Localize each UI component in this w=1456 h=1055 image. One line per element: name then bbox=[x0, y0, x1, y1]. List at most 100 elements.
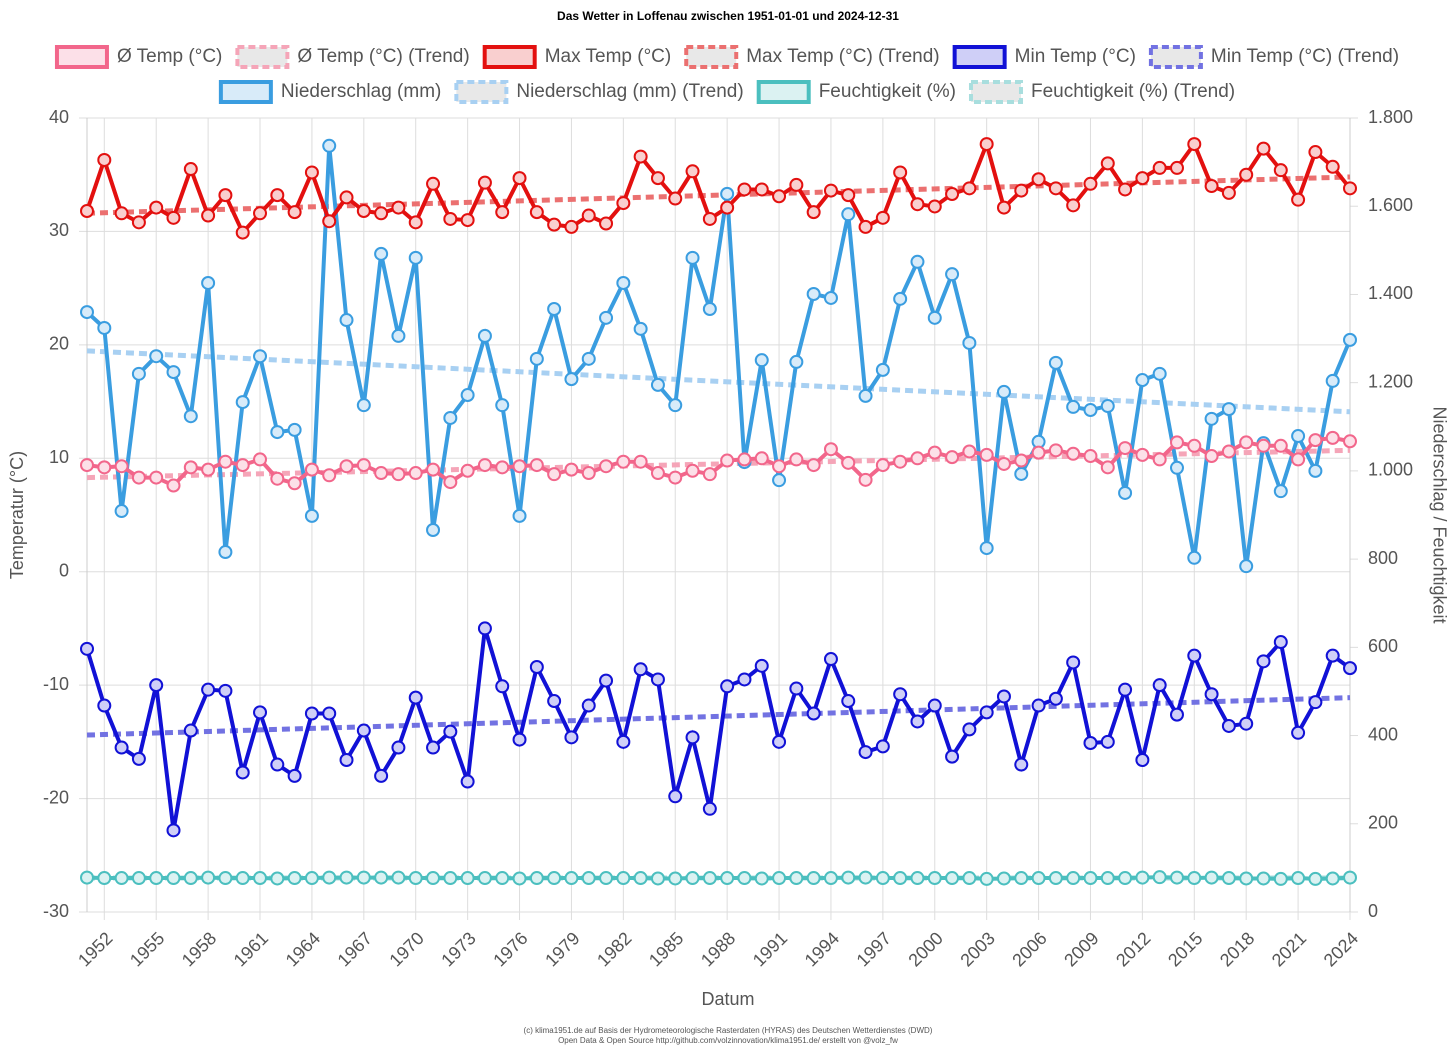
data-point bbox=[668, 871, 683, 886]
data-point bbox=[1118, 682, 1133, 697]
data-point bbox=[166, 210, 181, 225]
data-point bbox=[304, 871, 319, 886]
data-point bbox=[1066, 655, 1081, 670]
series bbox=[80, 430, 1357, 493]
data-point bbox=[426, 871, 441, 886]
data-point bbox=[408, 215, 423, 230]
data-point bbox=[547, 302, 562, 317]
data-point bbox=[996, 871, 1011, 886]
data-point bbox=[875, 210, 890, 225]
legend-item[interactable]: Niederschlag (mm) bbox=[218, 80, 441, 104]
data-point bbox=[1083, 449, 1098, 464]
data-point bbox=[564, 730, 579, 745]
y2-tick-label: 1.800 bbox=[1368, 107, 1413, 127]
data-point bbox=[1256, 654, 1271, 669]
data-point bbox=[1204, 449, 1219, 464]
data-point bbox=[1066, 871, 1081, 886]
data-point bbox=[1031, 172, 1046, 187]
data-point bbox=[166, 823, 181, 838]
data-point bbox=[1048, 443, 1063, 458]
data-point bbox=[356, 458, 371, 473]
data-point bbox=[1239, 559, 1254, 574]
data-point bbox=[149, 871, 164, 886]
x-tick-label: 2015 bbox=[1164, 928, 1206, 970]
data-point bbox=[304, 165, 319, 180]
legend-item[interactable]: Min Temp (°C) bbox=[952, 45, 1136, 69]
data-point bbox=[633, 871, 648, 886]
data-point bbox=[460, 213, 475, 228]
data-point bbox=[218, 188, 233, 203]
data-point bbox=[512, 459, 527, 474]
legend-item[interactable]: Feuchtigkeit (%) (Trend) bbox=[968, 80, 1235, 104]
data-point bbox=[322, 468, 337, 483]
legend-item[interactable]: Feuchtigkeit (%) bbox=[756, 80, 956, 104]
data-point bbox=[1343, 332, 1357, 347]
x-tick-label: 2006 bbox=[1008, 928, 1050, 970]
data-point bbox=[460, 871, 475, 886]
data-point bbox=[235, 225, 250, 240]
x-tick-label: 2018 bbox=[1216, 928, 1258, 970]
data-point bbox=[962, 444, 977, 459]
legend-item[interactable]: Max Temp (°C) (Trend) bbox=[684, 45, 940, 69]
data-point bbox=[720, 679, 735, 694]
data-point bbox=[460, 388, 475, 403]
data-point bbox=[927, 310, 942, 325]
x-tick-label: 1961 bbox=[230, 928, 272, 970]
series-line bbox=[85, 627, 1352, 831]
data-point bbox=[1343, 661, 1357, 676]
data-point bbox=[858, 870, 873, 885]
data-point bbox=[1256, 438, 1271, 453]
x-tick-label: 1952 bbox=[74, 928, 116, 970]
data-point bbox=[806, 458, 821, 473]
legend-swatch bbox=[235, 45, 290, 69]
data-point bbox=[564, 219, 579, 234]
data-point bbox=[460, 463, 475, 478]
data-point bbox=[1014, 871, 1029, 886]
data-point bbox=[356, 723, 371, 738]
data-point bbox=[754, 658, 769, 673]
data-point bbox=[1083, 871, 1098, 886]
legend-item[interactable]: Niederschlag (mm) (Trend) bbox=[454, 80, 744, 104]
data-point bbox=[529, 205, 544, 220]
data-point bbox=[633, 321, 648, 336]
legend-item[interactable]: Ø Temp (°C) bbox=[54, 45, 222, 69]
data-point bbox=[356, 870, 371, 885]
data-point bbox=[97, 871, 112, 886]
data-point bbox=[529, 458, 544, 473]
data-point bbox=[1048, 355, 1063, 370]
y2-tick-label: 200 bbox=[1368, 813, 1398, 833]
legend-row: Niederschlag (mm) Niederschlag (mm) (Tren… bbox=[218, 80, 1235, 104]
data-point bbox=[218, 683, 233, 698]
data-point bbox=[495, 398, 510, 413]
data-point bbox=[201, 682, 216, 697]
data-point bbox=[789, 871, 804, 886]
data-point bbox=[1325, 430, 1340, 445]
legend-item[interactable]: Ø Temp (°C) (Trend) bbox=[235, 45, 470, 69]
data-point bbox=[1135, 373, 1150, 388]
data-point bbox=[599, 459, 614, 474]
x-tick-label: 1988 bbox=[697, 928, 739, 970]
legend-label: Max Temp (°C) (Trend) bbox=[746, 46, 939, 67]
data-point bbox=[875, 458, 890, 473]
data-point bbox=[80, 870, 94, 885]
legend-row: Ø Temp (°C) Ø Temp (°C) (Trend) Max Temp (… bbox=[54, 45, 1399, 69]
series bbox=[80, 137, 1357, 240]
series bbox=[86, 695, 1351, 738]
data-point bbox=[1273, 635, 1288, 650]
data-point bbox=[339, 459, 354, 474]
data-point bbox=[996, 689, 1011, 704]
data-point bbox=[253, 871, 268, 886]
data-point bbox=[270, 871, 285, 886]
legend-item[interactable]: Max Temp (°C) bbox=[482, 45, 672, 69]
data-point bbox=[1187, 648, 1202, 663]
data-point bbox=[166, 365, 181, 380]
data-point bbox=[235, 395, 250, 410]
data-point bbox=[97, 320, 112, 335]
data-point bbox=[149, 200, 164, 215]
data-point bbox=[616, 454, 631, 469]
x-tick-label: 1994 bbox=[801, 928, 843, 970]
legend-item[interactable]: Min Temp (°C) (Trend) bbox=[1148, 45, 1399, 69]
y2-tick-label: 0 bbox=[1368, 901, 1378, 921]
y2-tick-label: 1.000 bbox=[1368, 460, 1413, 480]
data-point bbox=[685, 871, 700, 886]
